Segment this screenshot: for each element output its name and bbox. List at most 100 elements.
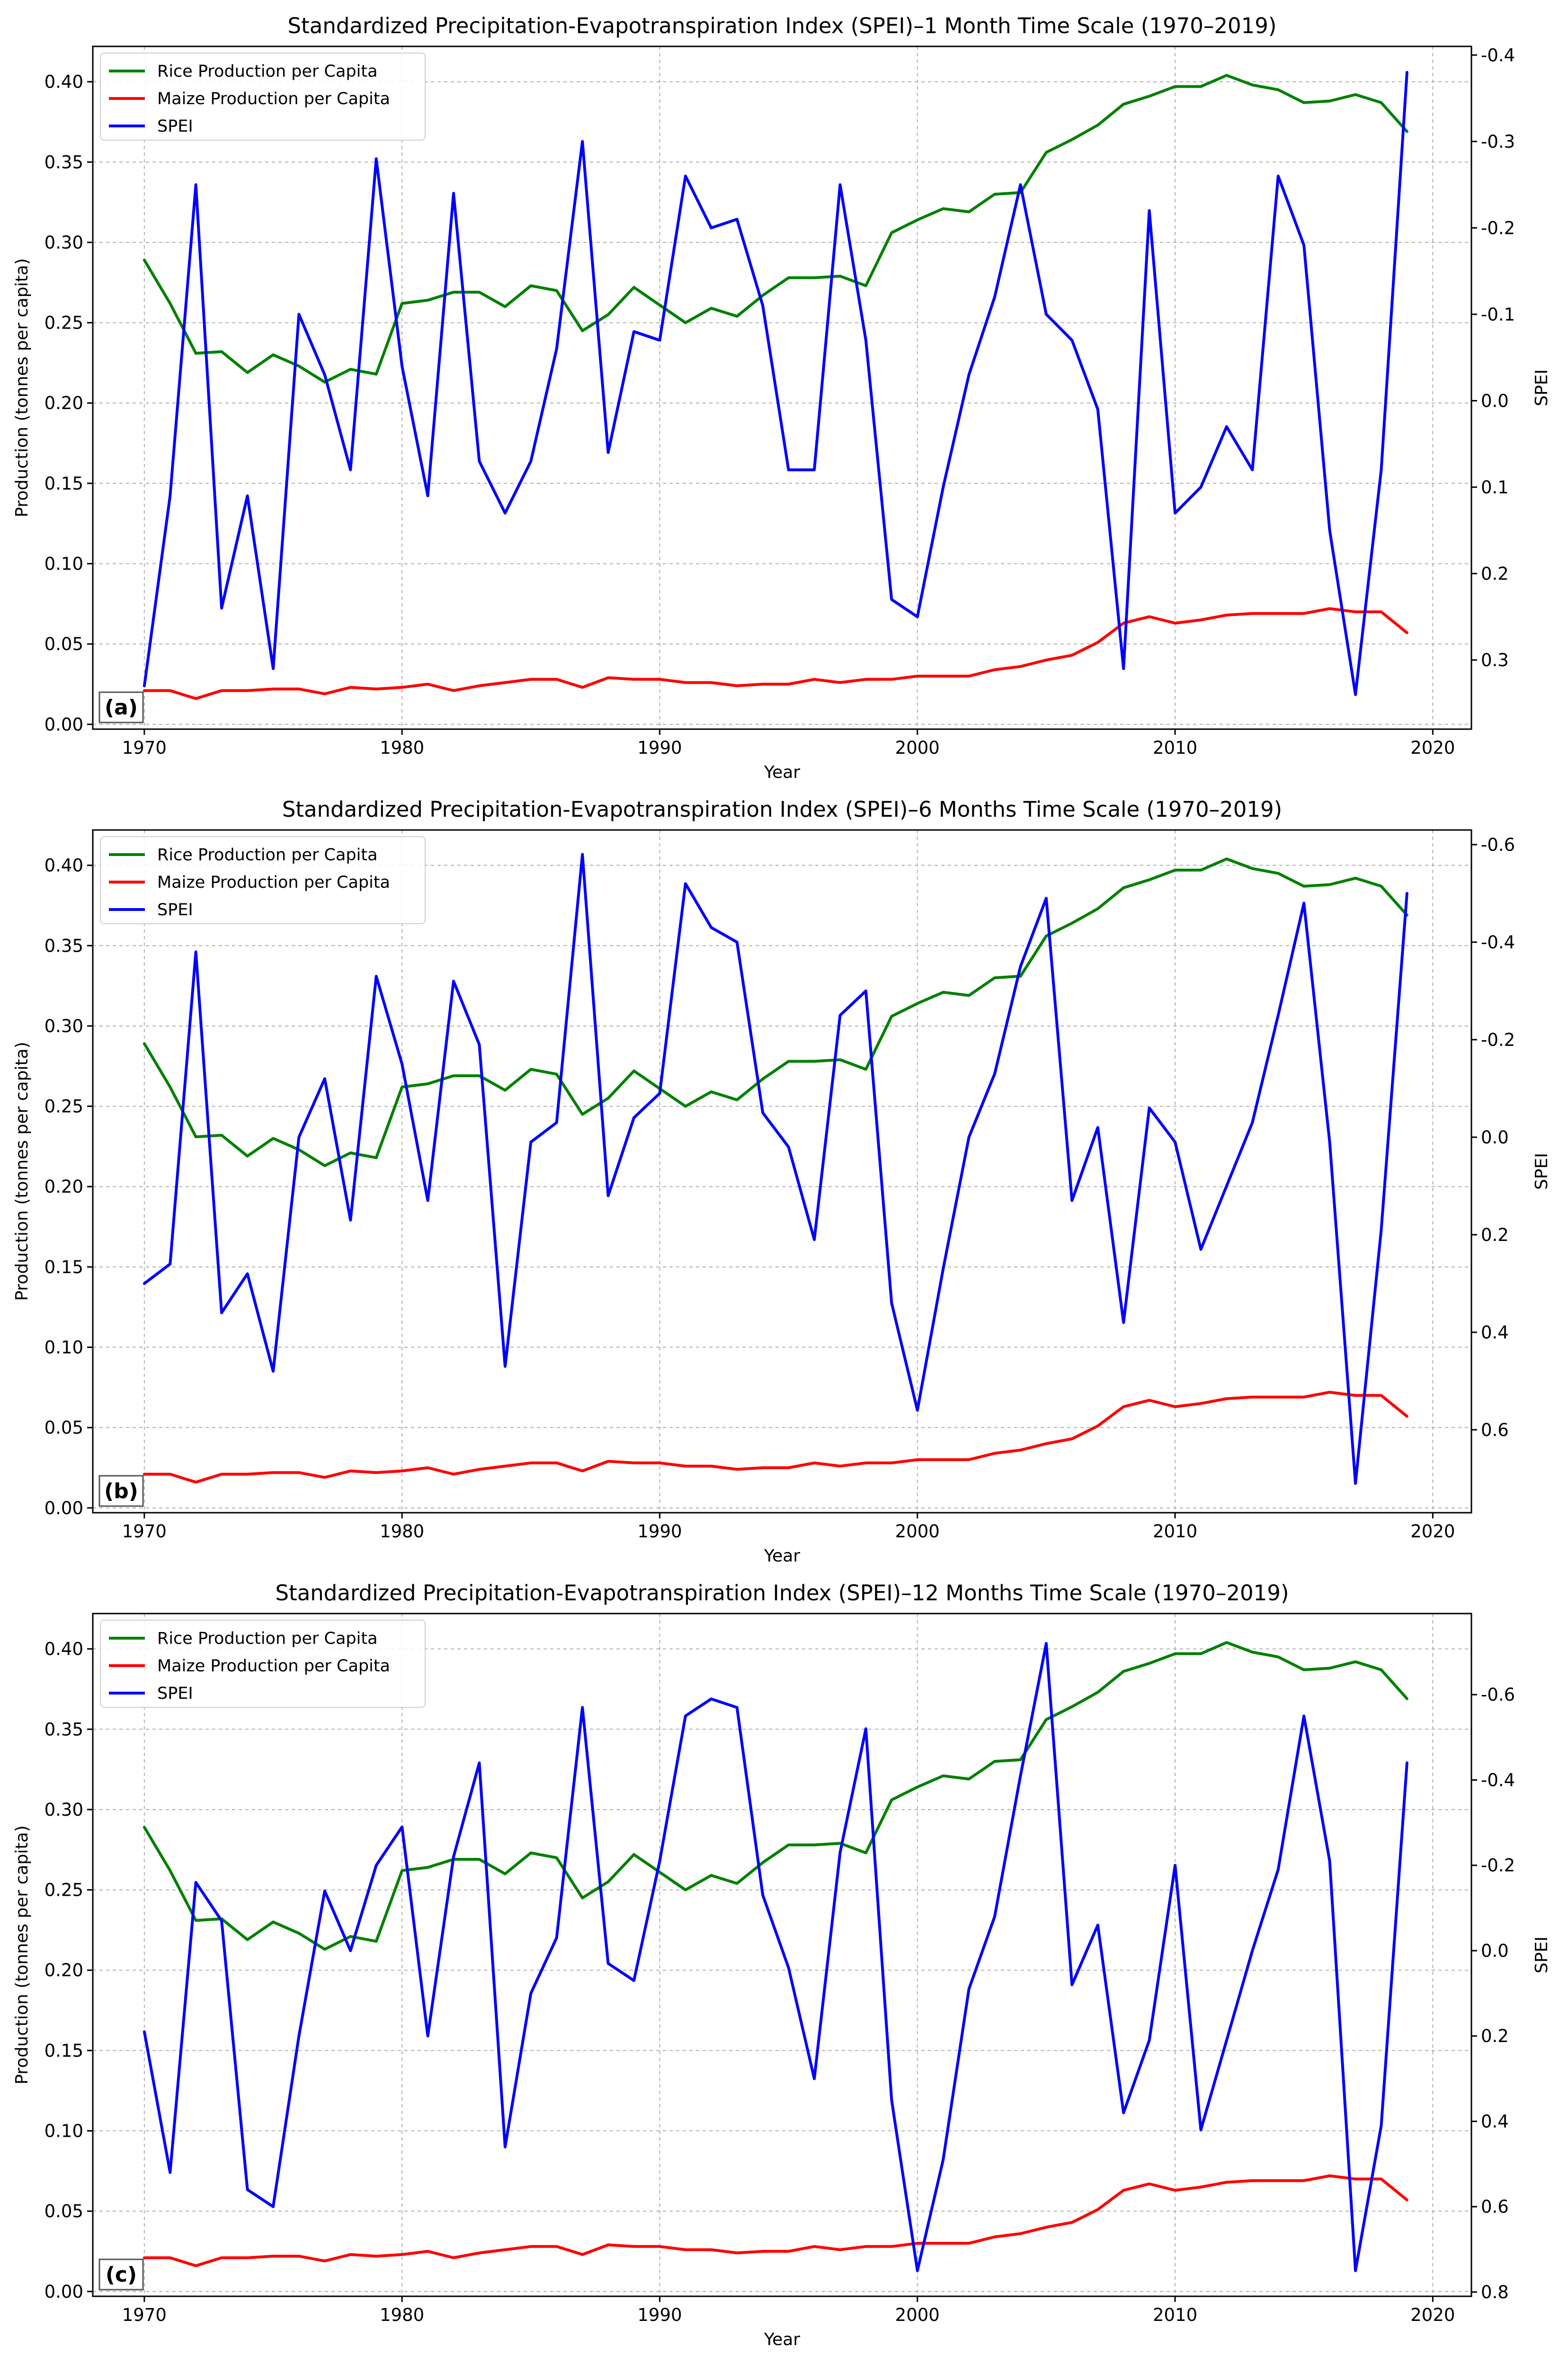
y-right-tick-label: -0.1 [1481, 304, 1515, 325]
legend: Rice Production per Capita Maize Producti… [100, 836, 426, 924]
y-tick-label: 0.25 [45, 1097, 83, 1117]
plot-frame [92, 45, 1472, 730]
y-axis-label: Production (tonnes per capita) [12, 258, 32, 517]
plot-frame [92, 1613, 1472, 2297]
y-tick-label: 0.40 [45, 856, 83, 876]
y-right-tick-label: 0.0 [1481, 391, 1509, 411]
y-right-tick-label: -0.2 [1481, 1856, 1515, 1876]
y-right-tick-label: -0.2 [1481, 218, 1515, 238]
series-line-spei [143, 1642, 1408, 2272]
x-tick-label: 1980 [380, 2305, 424, 2325]
y-right-tick-label: -0.2 [1481, 1030, 1515, 1050]
y-right-tick-label: 0.6 [1481, 1420, 1509, 1440]
y-axis-label: Production (tonnes per capita) [12, 1825, 32, 2084]
x-tick-label: 1980 [380, 738, 424, 758]
legend-label: Rice Production per Capita [157, 846, 378, 865]
legend-label: Rice Production per Capita [157, 1629, 378, 1648]
series-line-rice-production-per-capita [143, 74, 1408, 384]
x-tick-label: 2000 [895, 2305, 940, 2325]
chart-panel-b: 1970 1980 1990 2000 2010 2020 0.00 0.05 0.10 0.15… [12, 797, 1551, 1566]
y-right-tick-label: 0.6 [1481, 2197, 1509, 2217]
x-tick-label: 2000 [895, 1521, 940, 1542]
y-right-tick-label: 0.0 [1481, 1127, 1509, 1148]
legend-label: SPEI [157, 117, 193, 136]
y-tick-label: 0.10 [45, 1338, 83, 1358]
panel-tag: (a) [98, 691, 144, 723]
y-right-tick-label: 0.2 [1481, 2026, 1509, 2046]
y-tick-label: 0.10 [45, 554, 83, 574]
chart-title: Standardized Precipitation-Evapotranspir… [276, 1580, 1289, 1606]
legend-box [100, 53, 426, 141]
y-tick-label: 0.35 [45, 152, 83, 172]
y-tick-label: 0.30 [45, 1800, 83, 1820]
chart-title: Standardized Precipitation-Evapotranspir… [282, 797, 1282, 822]
y-tick-label: 0.40 [45, 1639, 83, 1659]
y-tick-label: 0.15 [45, 2041, 83, 2061]
legend-label: Maize Production per Capita [157, 873, 390, 892]
y-right-tick-label: 0.2 [1481, 563, 1509, 584]
y-right-tick-label: 0.3 [1481, 650, 1509, 670]
y-tick-label: 0.35 [45, 936, 83, 956]
panel-tag: (c) [98, 2258, 144, 2291]
y-right-tick-label: 0.0 [1481, 1941, 1509, 1961]
series-line-maize-production-per-capita [143, 607, 1408, 700]
panel-tag-label: (c) [106, 2263, 137, 2287]
x-tick-label: 1980 [380, 1521, 424, 1542]
y-right-tick-label: 0.8 [1481, 2282, 1509, 2302]
y-tick-label: 0.25 [45, 1880, 83, 1900]
x-tick-label: 2010 [1153, 738, 1197, 758]
y-tick-label: 0.05 [45, 1418, 83, 1438]
x-tick-label: 1970 [122, 2305, 167, 2325]
panel-tag-box [98, 1475, 144, 1507]
x-tick-label: 2000 [895, 738, 940, 758]
y-right-tick-label: 0.4 [1481, 2111, 1509, 2132]
y-tick-label: 0.00 [45, 2282, 83, 2302]
x-tick-label: 2020 [1410, 2305, 1455, 2325]
panel-tag: (b) [98, 1475, 144, 1507]
x-tick-label: 1990 [637, 1521, 682, 1542]
y-tick-label: 0.15 [45, 473, 83, 494]
legend-label: Rice Production per Capita [157, 62, 378, 81]
y-tick-label: 0.30 [45, 232, 83, 253]
chart-panel-a: 1970 1980 1990 2000 2010 2020 0.00 0.05 0.10 0.15… [12, 13, 1551, 782]
x-axis-label: Year [764, 2330, 800, 2349]
y-right-tick-label: -0.3 [1481, 132, 1515, 152]
y-tick-label: 0.25 [45, 313, 83, 333]
y-right-tick-label: 0.4 [1481, 1322, 1509, 1343]
y-axis-label: Production (tonnes per capita) [12, 1042, 32, 1301]
series-line-maize-production-per-capita [143, 1391, 1408, 1484]
legend-box [100, 1620, 426, 1708]
x-tick-label: 1990 [637, 738, 682, 758]
chart-title: Standardized Precipitation-Evapotranspir… [288, 13, 1277, 38]
legend-label: Maize Production per Capita [157, 89, 390, 108]
y-tick-label: 0.05 [45, 634, 83, 654]
series-line-spei [143, 853, 1408, 1485]
chart-panel-c: 1970 1980 1990 2000 2010 2020 0.00 0.05 0.10 0.15… [12, 1580, 1551, 2349]
plot-frame [92, 829, 1472, 1514]
legend-label: Maize Production per Capita [157, 1657, 390, 1676]
x-axis-label: Year [764, 763, 800, 782]
x-tick-label: 2020 [1410, 1521, 1455, 1542]
x-axis-label: Year [764, 1546, 800, 1566]
x-tick-label: 2010 [1153, 1521, 1197, 1542]
y-tick-label: 0.20 [45, 393, 83, 413]
y-tick-label: 0.15 [45, 1257, 83, 1277]
y-tick-label: 0.05 [45, 2201, 83, 2221]
x-tick-label: 1970 [122, 1521, 167, 1542]
y-right-tick-label: -0.6 [1481, 835, 1515, 855]
y-tick-label: 0.10 [45, 2121, 83, 2141]
y-right-tick-label: 0.1 [1481, 477, 1509, 498]
y-tick-label: 0.20 [45, 1960, 83, 1980]
legend-label: SPEI [157, 1684, 193, 1703]
y-right-tick-label: -0.6 [1481, 1685, 1515, 1705]
y-right-tick-label: -0.4 [1481, 45, 1515, 65]
y-right-tick-label: -0.4 [1481, 1770, 1515, 1790]
panel-tag-label: (b) [104, 1479, 138, 1503]
x-tick-label: 1990 [637, 2305, 682, 2325]
y-right-axis-label: SPEI [1532, 369, 1551, 406]
x-tick-label: 1970 [122, 738, 167, 758]
series-line-maize-production-per-capita [143, 2174, 1408, 2267]
y-right-axis-label: SPEI [1532, 1153, 1551, 1190]
x-tick-label: 2010 [1153, 2305, 1197, 2325]
